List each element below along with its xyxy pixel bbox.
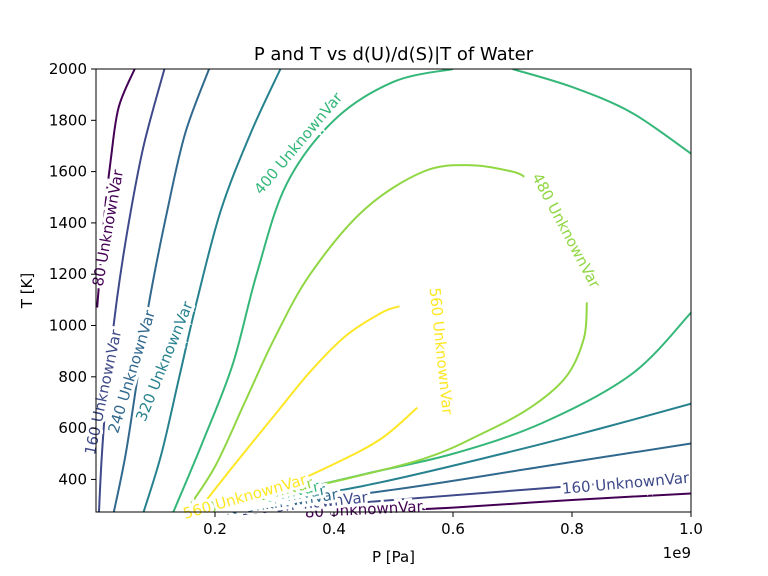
contour-line-160-0 xyxy=(97,69,166,512)
y-tick-label: 2000 xyxy=(49,60,87,78)
x-tick-label: 0.4 xyxy=(322,520,346,538)
x-axis-ticks: 0.2 0.4 0.6 0.8 1.0 xyxy=(203,512,703,538)
contour-label-560-0: 560 UnknownVar xyxy=(425,287,456,416)
x-tick-label: 0.2 xyxy=(203,520,227,538)
contour-line-320-1 xyxy=(208,402,691,512)
y-tick-label: 1800 xyxy=(49,111,87,129)
x-tick-label: 1.0 xyxy=(679,520,703,538)
contour-label-160-1: 160 UnknownVar xyxy=(561,469,690,498)
chart-title: P and T vs d(U)/d(S)|T of Water xyxy=(254,44,534,65)
y-axis-ticks: 400 600 800 1000 1200 1400 1600 1800 2000 xyxy=(49,60,96,488)
contour-line-560-1 xyxy=(196,406,418,512)
y-tick-label: 1400 xyxy=(49,214,87,232)
y-tick-label: 1200 xyxy=(49,265,87,283)
y-tick-label: 600 xyxy=(58,419,87,437)
contour-label-400-0: 400 UnknownVar xyxy=(250,88,346,198)
contour-line-160-1 xyxy=(244,475,691,512)
x-axis-offset-label: 1e9 xyxy=(663,544,691,562)
contour-line-400-0 xyxy=(172,69,454,512)
contour-line-80-0 xyxy=(96,69,136,308)
x-tick-label: 0.6 xyxy=(441,520,465,538)
y-tick-label: 400 xyxy=(58,470,87,488)
x-axis-label: P [Pa] xyxy=(372,548,415,566)
y-tick-label: 800 xyxy=(58,368,87,386)
contour-lines xyxy=(96,69,691,512)
contour-line-400-1 xyxy=(512,69,691,155)
contour-line-240-0 xyxy=(112,69,210,512)
y-tick-label: 1600 xyxy=(49,163,87,181)
contour-line-80-1 xyxy=(351,492,691,512)
x-tick-label: 0.8 xyxy=(560,520,584,538)
y-tick-label: 1000 xyxy=(49,317,87,335)
contour-line-480-1 xyxy=(202,302,588,512)
plot-frame xyxy=(95,68,692,513)
contour-line-320-0 xyxy=(142,69,282,512)
y-axis-label: T [K] xyxy=(18,273,36,309)
contour-line-480-0 xyxy=(184,164,525,512)
contour-label-480-0: 480 UnknownVar xyxy=(528,170,604,292)
contour-line-240-1 xyxy=(214,442,691,512)
contour-line-560-0 xyxy=(196,305,400,512)
